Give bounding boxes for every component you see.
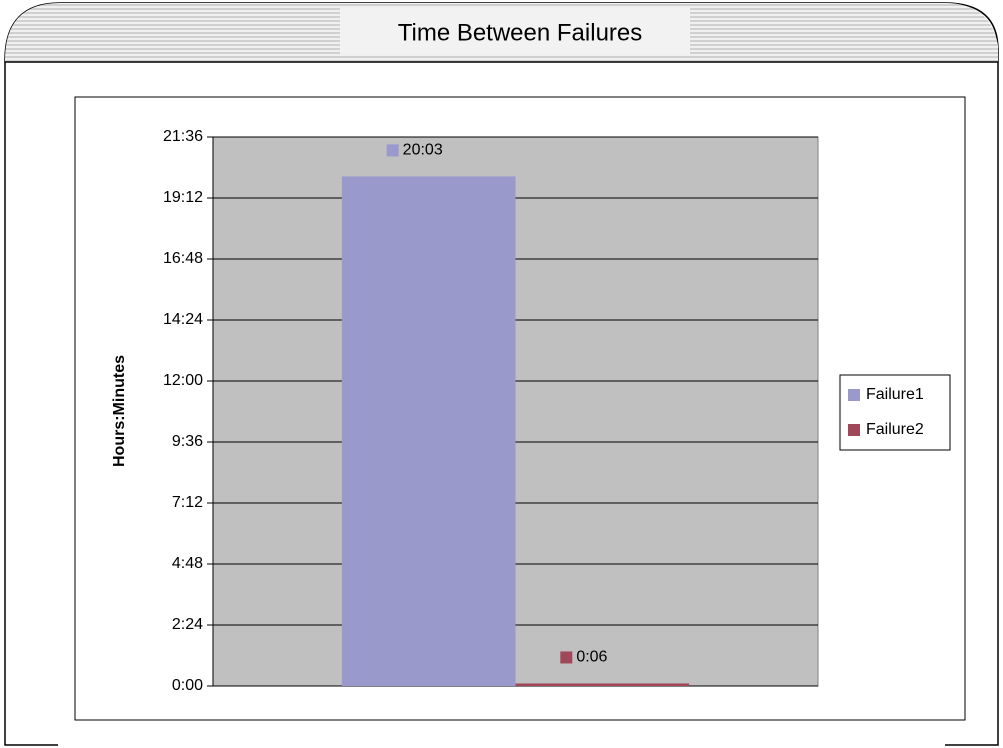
y-tick-label: 7:12	[172, 494, 203, 511]
legend-key	[848, 389, 860, 401]
chart-title: Time Between Failures	[398, 19, 643, 46]
legend	[839, 374, 951, 451]
bar	[341, 176, 516, 687]
y-tick-label: 2:24	[172, 616, 203, 633]
y-axis-label: Hours:Minutes	[111, 355, 128, 467]
data-label-key	[560, 651, 573, 664]
y-tick-label: 0:00	[172, 677, 203, 694]
y-tick-label: 21:36	[163, 128, 203, 145]
title-box	[340, 8, 690, 54]
y-tick-label: 4:48	[172, 555, 203, 572]
legend-key	[848, 424, 860, 436]
y-tick-label: 16:48	[163, 250, 203, 267]
data-label: 20:03	[403, 142, 443, 159]
data-label: 0:06	[576, 649, 607, 666]
y-tick-label: 14:24	[163, 311, 203, 328]
y-tick-label: 9:36	[172, 433, 203, 450]
legend-label: Failure1	[866, 386, 924, 403]
y-tick-label: 19:12	[163, 189, 203, 206]
legend-label: Failure2	[866, 421, 924, 438]
data-label-key	[386, 144, 399, 157]
y-tick-label: 12:00	[163, 372, 203, 389]
bar	[515, 683, 690, 686]
